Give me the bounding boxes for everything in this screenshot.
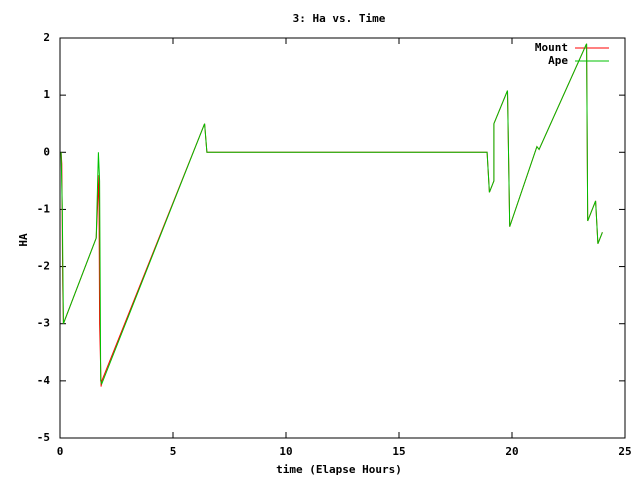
x-tick-label: 25 xyxy=(618,445,631,458)
y-axis-label: HA xyxy=(17,233,30,247)
y-tick-label: -5 xyxy=(37,431,50,444)
x-tick-label: 15 xyxy=(392,445,405,458)
y-tick-label: 0 xyxy=(43,145,50,158)
x-tick-label: 20 xyxy=(505,445,518,458)
y-tick-label: -2 xyxy=(37,260,50,273)
y-tick-label: 1 xyxy=(43,88,50,101)
plot-frame xyxy=(59,37,626,439)
x-tick-label: 0 xyxy=(57,445,64,458)
y-tick-label: -3 xyxy=(37,317,50,330)
y-tick-label: -4 xyxy=(37,374,51,387)
x-axis-label: time (Elapse Hours) xyxy=(276,463,402,476)
data-line xyxy=(60,43,603,386)
y-tick-label: 2 xyxy=(43,31,50,44)
y-tick-label: -1 xyxy=(37,202,51,215)
legend-label: Ape xyxy=(548,54,568,67)
legend-label: Mount xyxy=(535,41,568,54)
chart-title: 3: Ha vs. Time xyxy=(293,12,386,25)
x-tick-label: 10 xyxy=(279,445,292,458)
x-tick-label: 5 xyxy=(170,445,177,458)
